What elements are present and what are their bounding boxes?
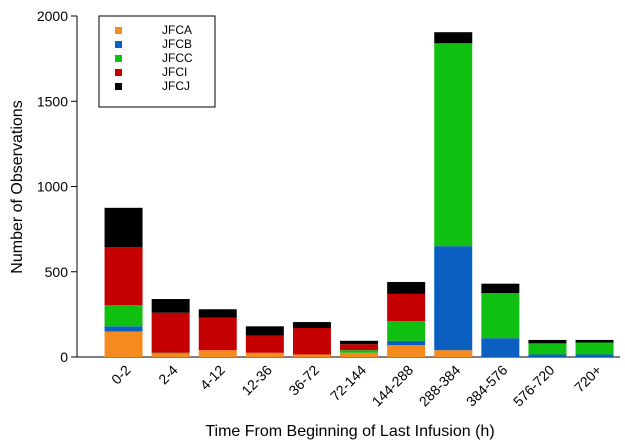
bar-segment-jfci-0-2 bbox=[104, 247, 143, 305]
bar-segment-jfcc-2-4 bbox=[151, 352, 190, 354]
bar-segment-jfca-4-12 bbox=[198, 350, 237, 357]
x-tick-label: 2-4 bbox=[155, 362, 181, 388]
x-ticks: 0-2 2-4 4-12 12-36 36-72 72-144 144-288 288-384… bbox=[108, 362, 605, 410]
bar-segment-jfca-36-72 bbox=[292, 354, 331, 357]
bar-segment-jfcj-2-4 bbox=[151, 299, 190, 313]
legend-label-jfcc: JFCC bbox=[162, 51, 193, 65]
bar-segment-jfcj-144-288 bbox=[387, 281, 426, 294]
bar-segment-jfcc-0-2 bbox=[104, 304, 143, 327]
legend-label-jfca: JFCA bbox=[162, 23, 192, 37]
x-tick-label: 36-72 bbox=[285, 362, 322, 399]
bar-segment-jfca-2-4 bbox=[151, 353, 190, 357]
x-tick-label: 288-384 bbox=[416, 362, 464, 410]
bar-segment-jfci-36-72 bbox=[292, 328, 331, 355]
bar-segment-jfcj-12-36 bbox=[245, 326, 284, 336]
bar-segment-jfca-288-384 bbox=[434, 350, 473, 357]
legend-label-jfci: JFCI bbox=[162, 65, 187, 79]
legend-swatch-jfci bbox=[115, 69, 122, 76]
bar-segment-jfca-144-288 bbox=[387, 345, 426, 357]
bar-segment-jfcb-144-288 bbox=[387, 340, 426, 346]
bar-segment-jfcb-288-384 bbox=[434, 246, 473, 351]
bar-segment-jfca-0-2 bbox=[104, 331, 143, 357]
legend-label-jfcj: JFCJ bbox=[162, 79, 190, 93]
y-tick-label: 500 bbox=[45, 264, 69, 280]
x-tick-label: 0-2 bbox=[108, 362, 134, 388]
x-tick-label: 384-576 bbox=[463, 362, 511, 410]
bar-segment-jfcc-720+ bbox=[575, 342, 614, 355]
y-tick-label: 0 bbox=[60, 349, 68, 365]
x-tick-label: 720+ bbox=[571, 362, 605, 396]
bar-segment-jfcj-36-72 bbox=[292, 322, 331, 329]
legend-swatch-jfcj bbox=[115, 83, 122, 90]
y-tick-label: 2000 bbox=[37, 8, 68, 24]
bar-segment-jfca-12-36 bbox=[245, 352, 284, 357]
x-tick-label: 576-720 bbox=[510, 362, 558, 410]
x-tick-label: 12-36 bbox=[238, 362, 275, 399]
legend-swatch-jfca bbox=[115, 27, 122, 34]
x-tick-label: 72-144 bbox=[327, 362, 369, 404]
bar-segment-jfcj-0-2 bbox=[104, 207, 143, 248]
bar-segment-jfcj-4-12 bbox=[198, 309, 237, 318]
x-axis-title: Time From Beginning of Last Infusion (h) bbox=[205, 423, 494, 440]
bar-segment-jfcc-288-384 bbox=[434, 43, 473, 247]
x-tick-label: 4-12 bbox=[197, 362, 228, 393]
bars bbox=[104, 32, 614, 357]
x-tick-label: 144-288 bbox=[369, 362, 417, 410]
bar-segment-jfcj-72-144 bbox=[340, 340, 379, 345]
y-tick-label: 1000 bbox=[37, 179, 68, 195]
bar-segment-jfcb-720+ bbox=[575, 354, 614, 357]
bar-segment-jfcc-72-144 bbox=[340, 350, 379, 353]
bar-segment-jfci-72-144 bbox=[340, 344, 379, 351]
bar-segment-jfcc-384-576 bbox=[481, 293, 520, 339]
legend-label-jfcb: JFCB bbox=[162, 37, 192, 51]
bar-segment-jfci-144-288 bbox=[387, 293, 426, 322]
y-tick-label: 1500 bbox=[37, 93, 68, 109]
legend-swatch-jfcb bbox=[115, 41, 122, 48]
bar-segment-jfcj-720+ bbox=[575, 339, 614, 343]
legend-swatch-jfcc bbox=[115, 55, 122, 62]
y-axis-title: Number of Observations bbox=[9, 100, 26, 273]
y-ticks: 0 500 1000 1500 2000 bbox=[37, 8, 77, 365]
bar-segment-jfcj-288-384 bbox=[434, 32, 473, 44]
bar-segment-jfca-72-144 bbox=[340, 352, 379, 357]
bar-segment-jfci-2-4 bbox=[151, 312, 190, 353]
bar-segment-jfci-12-36 bbox=[245, 335, 284, 353]
bar-segment-jfcb-0-2 bbox=[104, 326, 143, 332]
bar-segment-jfcj-384-576 bbox=[481, 283, 520, 294]
bar-segment-jfcj-576-720 bbox=[528, 339, 567, 344]
bar-segment-jfcc-144-288 bbox=[387, 321, 426, 341]
bar-segment-jfcb-576-720 bbox=[528, 354, 567, 357]
bar-segment-jfcc-576-720 bbox=[528, 343, 567, 355]
bar-segment-jfci-4-12 bbox=[198, 317, 237, 351]
bar-segment-jfcb-384-576 bbox=[481, 338, 520, 357]
